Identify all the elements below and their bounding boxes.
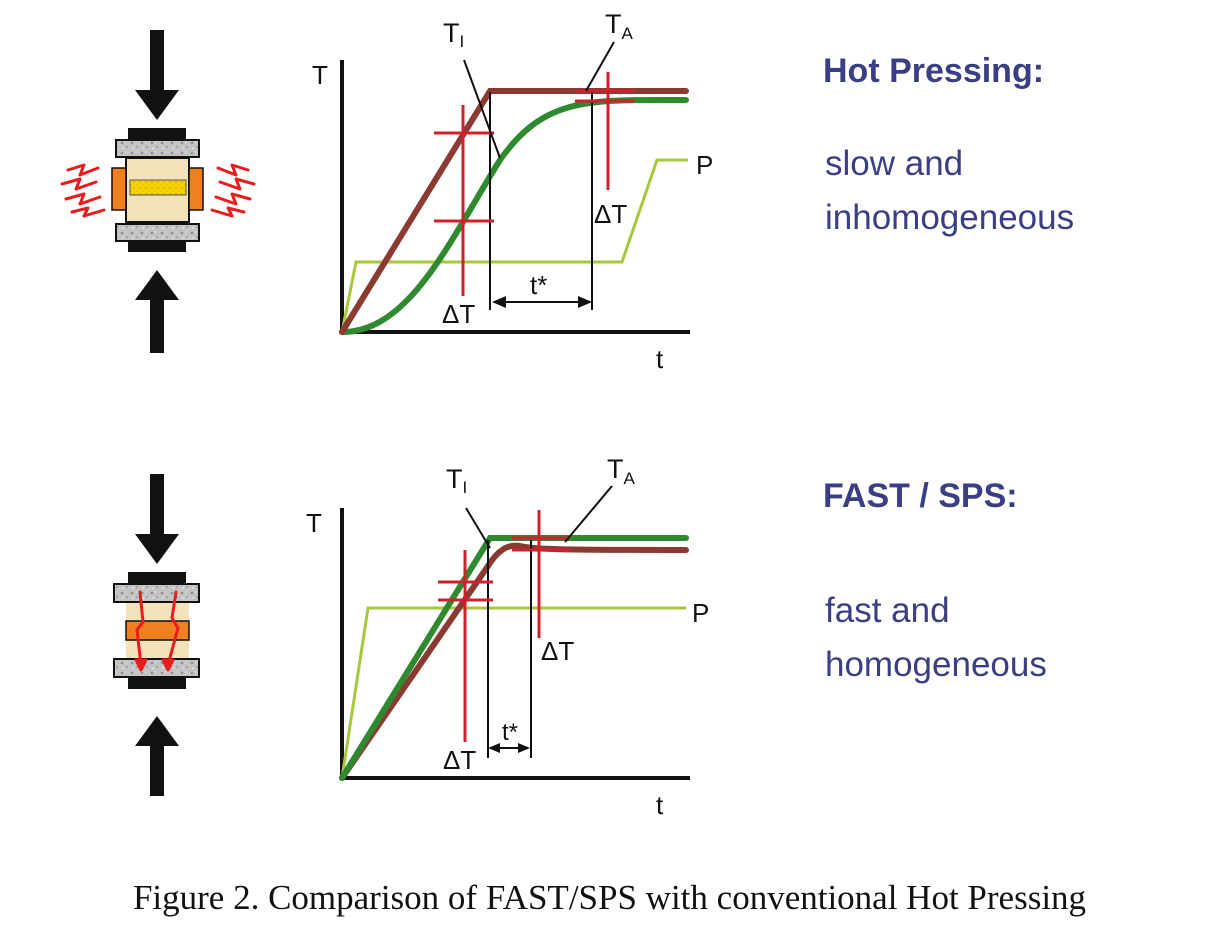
hot-pressing-description-line-2: inhomogeneous [825,198,1075,237]
hot-press-schematic [60,30,256,353]
press-arrow-down-icon [135,474,179,564]
hp-inner-temperature-curve [339,96,689,335]
fast-axes [340,508,690,780]
hp-outer-temperature-curve [339,88,689,335]
fast-sps-description: fast and homogeneous [825,584,1047,692]
fast-t-i-main: T [446,464,463,494]
fast-inner-temperature-curve [339,535,689,781]
hot-press-die [111,128,204,252]
fast-time-axis-label: t [656,790,664,820]
fast-pressure-label: P [692,598,709,628]
hp-pressure-label: P [696,150,713,180]
hp-t-star-arrowhead-left [492,296,506,308]
hp-axes [340,60,690,334]
hp-t-star-label: t* [530,270,547,300]
press-arrow-up-icon [135,716,179,796]
fast-sps-heading: FAST / SPS: [823,477,1018,515]
fast-outer-temperature-curve [339,542,689,781]
fast-sps-chart: T t P TI TA ΔT ΔT t* [306,454,709,820]
hp-t-a-sub: A [622,24,634,43]
hp-pressure-curve [340,158,688,333]
fast-delta-t-right-label: ΔT [541,636,574,666]
fast-sps-description-line-1: fast and [825,591,950,630]
hp-t-i-main: T [443,18,460,48]
fast-t-a-label: TA [607,454,636,488]
fast-t-star-arrowhead-left [488,743,500,753]
hp-delta-t-left-label: ΔT [442,299,475,329]
fast-t-i-sub: I [463,478,468,497]
fast-delta-t-markers [438,510,570,742]
hp-time-axis-label: t [656,344,664,374]
current-path-icon [134,590,180,672]
hot-pressing-description: slow and inhomogeneous [825,137,1074,245]
hp-t-a-label: TA [605,9,634,43]
heat-lightning-icon [60,163,256,218]
hp-delta-t-right-label: ΔT [594,199,627,229]
fast-t-star-arrowhead-right [518,743,530,753]
fast-time-markers [487,540,532,758]
hot-pressing-chart: T t P TI TA ΔT ΔT t* [312,9,713,374]
hp-label-leaders [463,41,615,159]
figure-caption: Figure 2. Comparison of FAST/SPS with co… [132,878,1087,917]
fast-temperature-axis-label: T [306,508,322,538]
hp-t-star-arrowhead-right [578,296,592,308]
hot-pressing-description-line-1: slow and [825,144,964,183]
fast-pressure-curve [340,606,686,779]
hot-pressing-heading: Hot Pressing: [823,52,1045,90]
hp-t-i-label: TI [443,18,464,51]
fast-t-i-label: TI [446,464,467,497]
hp-t-a-main: T [605,9,622,39]
fast-t-a-sub: A [624,469,636,488]
fast-sps-schematic [113,474,200,796]
fast-sps-description-line-2: homogeneous [825,645,1047,684]
fast-sps-die [113,572,200,689]
fast-t-a-main: T [607,454,624,484]
fast-label-leaders [465,485,613,549]
fast-t-star-label: t* [502,719,518,746]
hp-delta-t-markers [434,72,635,296]
fast-delta-t-left-label: ΔT [443,745,476,775]
press-arrow-up-icon [135,270,179,353]
hp-temperature-axis-label: T [312,60,328,90]
hp-t-i-sub: I [460,32,465,51]
press-arrow-down-icon [135,30,179,120]
